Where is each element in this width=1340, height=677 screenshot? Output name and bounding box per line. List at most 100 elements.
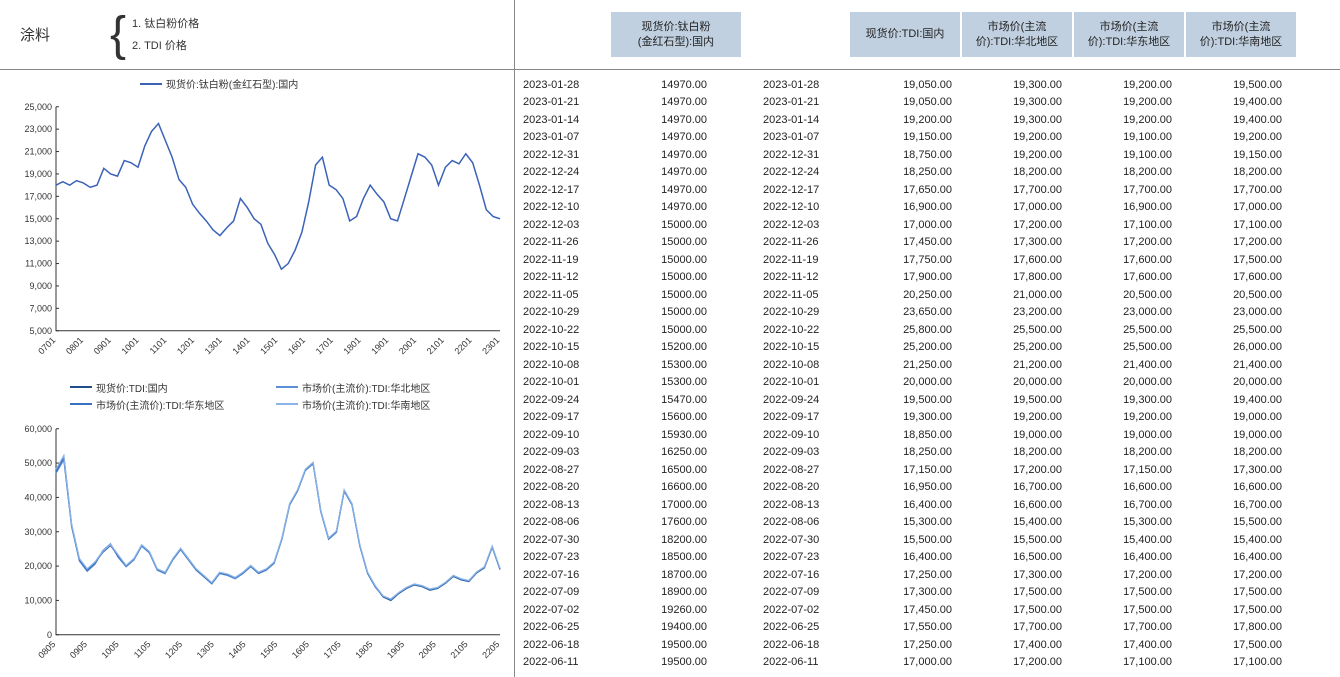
date-cell: 2022-08-27 <box>755 464 850 476</box>
table-row: 2022-06-1819500.00 <box>515 636 715 654</box>
svg-text:50,000: 50,000 <box>24 458 52 468</box>
date-cell: 2023-01-14 <box>755 114 850 126</box>
value-cell: 17,150.00 <box>1070 464 1180 476</box>
svg-text:0805: 0805 <box>36 639 57 660</box>
svg-text:1901: 1901 <box>369 335 390 356</box>
svg-text:1001: 1001 <box>119 335 140 356</box>
value-cell: 19,100.00 <box>1070 131 1180 143</box>
date-cell: 2022-08-20 <box>755 481 850 493</box>
table-row: 2022-10-0821,250.0021,200.0021,400.0021,… <box>755 356 1290 374</box>
svg-text:60,000: 60,000 <box>24 423 52 433</box>
value-cell: 16,400.00 <box>1070 551 1180 563</box>
date-cell: 2022-12-10 <box>755 201 850 213</box>
table-row: 2023-01-2114970.00 <box>515 94 715 112</box>
value-cell: 19,300.00 <box>960 96 1070 108</box>
value-cell: 18,250.00 <box>850 166 960 178</box>
date-cell: 2022-09-10 <box>515 429 610 441</box>
value-cell: 17,600.00 <box>1180 271 1290 283</box>
date-cell: 2022-11-19 <box>755 254 850 266</box>
svg-text:0801: 0801 <box>64 335 85 356</box>
value-cell: 19,200.00 <box>960 411 1070 423</box>
date-cell: 2022-11-12 <box>515 271 610 283</box>
value-cell: 21,400.00 <box>1070 359 1180 371</box>
svg-text:0905: 0905 <box>68 639 89 660</box>
value-cell: 19,200.00 <box>1070 79 1180 91</box>
value-cell: 25,200.00 <box>850 341 960 353</box>
value-cell: 19,200.00 <box>960 131 1070 143</box>
table-row: 2022-12-0317,000.0017,200.0017,100.0017,… <box>755 216 1290 234</box>
value-cell: 16,400.00 <box>1180 551 1290 563</box>
value-cell: 17,650.00 <box>850 184 960 196</box>
value-cell: 25,800.00 <box>850 324 960 336</box>
value-cell: 14970.00 <box>610 79 715 91</box>
svg-text:9,000: 9,000 <box>29 281 52 291</box>
table-row: 2023-01-2819,050.0019,300.0019,200.0019,… <box>755 76 1290 94</box>
value-cell: 25,200.00 <box>960 341 1070 353</box>
value-cell: 17,450.00 <box>850 604 960 616</box>
value-cell: 15300.00 <box>610 376 715 388</box>
table-titanium: 2023-01-2814970.002023-01-2114970.002023… <box>515 76 715 677</box>
svg-text:1201: 1201 <box>175 335 196 356</box>
value-cell: 18900.00 <box>610 586 715 598</box>
value-cell: 17,500.00 <box>1070 586 1180 598</box>
table-row: 2022-12-3114970.00 <box>515 146 715 164</box>
table-row: 2023-01-1414970.00 <box>515 111 715 129</box>
value-cell: 20,500.00 <box>1070 289 1180 301</box>
date-cell: 2022-10-22 <box>755 324 850 336</box>
chart2-legend: 现货价:TDI:国内市场价(主流价):TDI:华北地区市场价(主流价):TDI:… <box>70 380 480 412</box>
table-row: 2022-10-1515200.00 <box>515 339 715 357</box>
value-cell: 19,200.00 <box>960 149 1070 161</box>
value-cell: 19,500.00 <box>1180 79 1290 91</box>
value-cell: 16500.00 <box>610 464 715 476</box>
value-cell: 17,400.00 <box>1070 639 1180 651</box>
svg-text:2205: 2205 <box>480 639 501 660</box>
date-cell: 2022-12-17 <box>755 184 850 196</box>
value-cell: 17,500.00 <box>1180 604 1290 616</box>
value-cell: 17,750.00 <box>850 254 960 266</box>
value-cell: 18,200.00 <box>960 166 1070 178</box>
svg-text:11,000: 11,000 <box>25 259 52 269</box>
svg-text:2101: 2101 <box>425 335 446 356</box>
value-cell: 23,200.00 <box>960 306 1070 318</box>
svg-text:1105: 1105 <box>132 639 153 660</box>
date-cell: 2023-01-14 <box>515 114 610 126</box>
value-cell: 15,300.00 <box>850 516 960 528</box>
value-cell: 14970.00 <box>610 114 715 126</box>
svg-text:1501: 1501 <box>258 335 279 356</box>
table-row: 2022-08-1317000.00 <box>515 496 715 514</box>
value-cell: 18,750.00 <box>850 149 960 161</box>
table-row: 2022-10-2225,800.0025,500.0025,500.0025,… <box>755 321 1290 339</box>
value-cell: 17,300.00 <box>960 236 1070 248</box>
value-cell: 17,800.00 <box>1180 621 1290 633</box>
value-cell: 19,300.00 <box>1070 394 1180 406</box>
date-cell: 2022-11-05 <box>755 289 850 301</box>
date-cell: 2022-09-03 <box>755 446 850 458</box>
value-cell: 16,950.00 <box>850 481 960 493</box>
date-cell: 2022-10-15 <box>755 341 850 353</box>
value-cell: 17,900.00 <box>850 271 960 283</box>
legend-swatch <box>276 403 298 405</box>
value-cell: 19,050.00 <box>850 79 960 91</box>
value-cell: 18,200.00 <box>1180 446 1290 458</box>
legend-item: 市场价(主流价):TDI:华南地区 <box>276 397 476 412</box>
value-cell: 23,000.00 <box>1180 306 1290 318</box>
svg-text:1805: 1805 <box>353 639 374 660</box>
table-row: 2023-01-0714970.00 <box>515 129 715 147</box>
date-cell: 2022-06-11 <box>755 656 850 668</box>
svg-text:23,000: 23,000 <box>24 124 52 134</box>
table-row: 2022-12-1016,900.0017,000.0016,900.0017,… <box>755 199 1290 217</box>
value-cell: 15470.00 <box>610 394 715 406</box>
value-cell: 17,300.00 <box>1180 464 1290 476</box>
value-cell: 20,000.00 <box>1180 376 1290 388</box>
value-cell: 19,000.00 <box>960 429 1070 441</box>
date-cell: 2022-09-03 <box>515 446 610 458</box>
date-cell: 2022-07-23 <box>515 551 610 563</box>
value-cell: 15200.00 <box>610 341 715 353</box>
legend-swatch <box>140 83 162 85</box>
value-cell: 16,500.00 <box>960 551 1070 563</box>
value-cell: 20,000.00 <box>850 376 960 388</box>
right-pane: 现货价:钛白粉(金红石型):国内现货价:TDI:国内市场价(主流价):TDI:华… <box>515 0 1340 677</box>
value-cell: 15,500.00 <box>1180 516 1290 528</box>
table-row: 2022-07-3018200.00 <box>515 531 715 549</box>
table-header-cell: 现货价:钛白粉(金红石型):国内 <box>611 12 741 57</box>
